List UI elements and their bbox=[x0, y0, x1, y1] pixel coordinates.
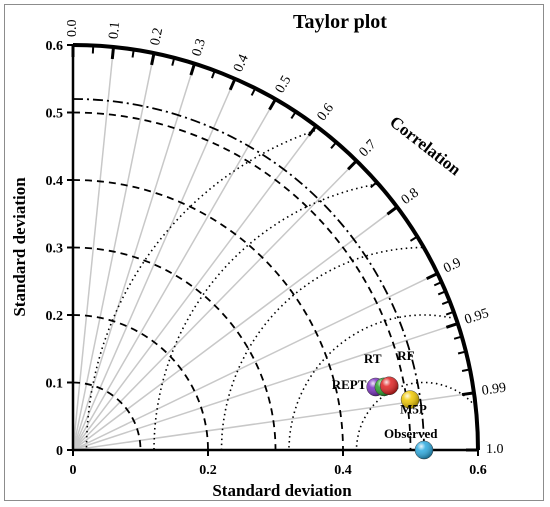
correlation-major-tick bbox=[228, 78, 237, 91]
point-label-observed: Observed bbox=[384, 426, 438, 441]
grid-layer bbox=[72, 45, 478, 451]
reference-std-arc bbox=[72, 98, 425, 451]
y-axis-label: Standard deviation bbox=[10, 177, 29, 317]
correlation-tick-label: 0.7 bbox=[357, 137, 380, 160]
correlation-major-tick bbox=[461, 391, 475, 397]
y-tick-label: 0.2 bbox=[46, 309, 64, 324]
std-contour-arc bbox=[72, 314, 209, 451]
correlation-tick-label: 0.0 bbox=[65, 20, 80, 38]
point-highlight bbox=[415, 441, 433, 459]
correlation-tick-label: 0.9 bbox=[441, 255, 463, 276]
correlation-tick-label: 0.4 bbox=[231, 52, 252, 74]
std-contour-arc bbox=[72, 381, 142, 451]
axes-layer bbox=[67, 43, 480, 456]
correlation-tick-label: 0.2 bbox=[148, 27, 166, 47]
correlation-tick-label: 0.3 bbox=[189, 37, 209, 58]
std-contour-arc bbox=[72, 111, 412, 451]
correlation-major-tick bbox=[445, 322, 459, 329]
std-contour-arc bbox=[72, 179, 344, 451]
correlation-tick-label: 0.5 bbox=[273, 73, 295, 96]
correlation-major-tick bbox=[307, 125, 318, 137]
correlation-tick-label: 0.6 bbox=[315, 101, 338, 124]
correlation-minor-tick bbox=[441, 300, 451, 306]
correlation-ray bbox=[72, 78, 236, 451]
correlation-major-tick bbox=[189, 63, 196, 76]
rmsd-contour bbox=[220, 246, 423, 450]
correlation-minor-tick bbox=[461, 368, 471, 372]
point-label-rept: REPT bbox=[332, 377, 367, 392]
point-label-rf: RF bbox=[397, 348, 414, 363]
chart-frame bbox=[4, 4, 544, 501]
points-layer bbox=[366, 376, 434, 460]
y-tick-label: 0.6 bbox=[46, 39, 64, 54]
rmsd-contour bbox=[153, 183, 378, 450]
correlation-minor-tick bbox=[171, 57, 176, 66]
y-tick-label: 0 bbox=[56, 444, 63, 459]
correlation-minor-tick bbox=[433, 281, 442, 287]
x-axis-label: Standard deviation bbox=[212, 481, 352, 500]
correlation-tick-label: 0.8 bbox=[399, 185, 422, 208]
y-tick-label: 0.5 bbox=[46, 107, 64, 122]
x-tick-label: 0.6 bbox=[469, 463, 487, 478]
point-label-rt: RT bbox=[364, 351, 382, 366]
correlation-ray bbox=[72, 98, 277, 451]
correlation-minor-tick bbox=[409, 235, 418, 242]
chart-title: Taylor plot bbox=[293, 11, 387, 33]
x-tick-label: 0 bbox=[70, 463, 77, 478]
correlation-minor-tick bbox=[250, 87, 257, 96]
correlation-ray bbox=[72, 206, 398, 451]
point-highlight bbox=[380, 376, 399, 395]
correlation-label: Correlation bbox=[386, 112, 465, 179]
outer-arc bbox=[72, 43, 480, 451]
text-layer: Taylor plot Standard deviation Standard … bbox=[10, 11, 507, 500]
correlation-minor-tick bbox=[330, 141, 338, 149]
correlation-minor-tick bbox=[453, 335, 463, 340]
correlation-minor-tick bbox=[290, 111, 297, 119]
correlation-major-tick bbox=[150, 52, 156, 66]
correlation-minor-tick bbox=[211, 70, 216, 79]
x-tick-label: 0.2 bbox=[199, 463, 217, 478]
correlation-major-tick bbox=[426, 272, 439, 281]
correlation-major-tick bbox=[347, 159, 358, 171]
std-contour-arc bbox=[72, 246, 277, 451]
y-tick-label: 0.3 bbox=[46, 242, 64, 257]
correlation-minor-tick bbox=[437, 290, 446, 296]
rmsd-contour bbox=[85, 128, 320, 450]
correlation-tick-label: 0.99 bbox=[481, 381, 507, 399]
point-label-m5p: M5P bbox=[400, 402, 427, 417]
correlation-minor-tick bbox=[457, 350, 467, 355]
y-tick-label: 0.4 bbox=[46, 174, 64, 189]
correlation-major-tick bbox=[110, 46, 115, 60]
correlation-major-tick bbox=[386, 205, 398, 216]
y-tick-label: 0.1 bbox=[46, 377, 64, 392]
correlation-minor-tick bbox=[370, 181, 378, 189]
correlation-minor-tick bbox=[445, 310, 455, 316]
correlation-minor-tick bbox=[131, 49, 135, 58]
point-highlight bbox=[401, 390, 420, 409]
correlation-major-tick bbox=[268, 98, 277, 111]
x-tick-label: 0.4 bbox=[334, 463, 352, 478]
correlation-tick-label: 1.0 bbox=[486, 442, 504, 457]
correlation-ray bbox=[72, 125, 317, 451]
correlation-tick-label: 0.95 bbox=[463, 306, 491, 328]
rmsd-contour bbox=[288, 314, 456, 450]
correlation-tick-label: 0.1 bbox=[107, 21, 124, 40]
